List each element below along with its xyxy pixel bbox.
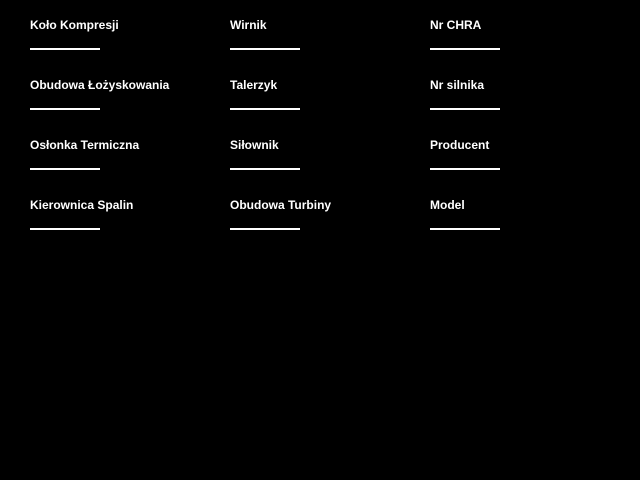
field-nr-silnika-label: Nr silnika xyxy=(430,78,485,92)
field-obudowa-turbiny-underline xyxy=(230,228,300,230)
field-model-label: Model xyxy=(430,198,465,212)
field-kierownica-spalin-label: Kierownica Spalin xyxy=(30,198,134,212)
field-obudowa-lozyskowania-label: Obudowa Łożyskowania xyxy=(30,78,170,92)
field-obudowa-lozyskowania-underline xyxy=(30,108,100,110)
field-talerzyk-underline xyxy=(230,108,300,110)
field-model: Model xyxy=(430,199,610,230)
field-kolo-kompresji-label: Koło Kompresji xyxy=(30,18,119,32)
field-kierownica-spalin: Kierownica Spalin xyxy=(30,199,210,230)
field-wirnik-label: Wirnik xyxy=(230,18,267,32)
field-silownik: Siłownik xyxy=(230,139,410,170)
field-silownik-underline xyxy=(230,168,300,170)
field-oslonka-termiczna: Osłonka Termiczna xyxy=(30,139,210,170)
field-kierownica-spalin-underline xyxy=(30,228,100,230)
field-obudowa-turbiny-label: Obudowa Turbiny xyxy=(230,198,332,212)
field-nr-chra: Nr CHRA xyxy=(430,19,610,50)
field-kolo-kompresji: Koło Kompresji xyxy=(30,19,210,50)
field-model-underline xyxy=(430,228,500,230)
field-nr-chra-label: Nr CHRA xyxy=(430,18,482,32)
field-obudowa-lozyskowania: Obudowa Łożyskowania xyxy=(30,79,210,110)
field-producent-underline xyxy=(430,168,500,170)
field-producent-label: Producent xyxy=(430,138,490,152)
field-nr-silnika-underline xyxy=(430,108,500,110)
field-wirnik-underline xyxy=(230,48,300,50)
field-nr-silnika: Nr silnika xyxy=(430,79,610,110)
field-wirnik: Wirnik xyxy=(230,19,410,50)
field-silownik-label: Siłownik xyxy=(230,138,279,152)
field-producent: Producent xyxy=(430,139,610,170)
field-oslonka-termiczna-label: Osłonka Termiczna xyxy=(30,138,140,152)
field-obudowa-turbiny: Obudowa Turbiny xyxy=(230,199,410,230)
field-oslonka-termiczna-underline xyxy=(30,168,100,170)
field-kolo-kompresji-underline xyxy=(30,48,100,50)
field-talerzyk: Talerzyk xyxy=(230,79,410,110)
field-nr-chra-underline xyxy=(430,48,500,50)
field-talerzyk-label: Talerzyk xyxy=(230,78,278,92)
